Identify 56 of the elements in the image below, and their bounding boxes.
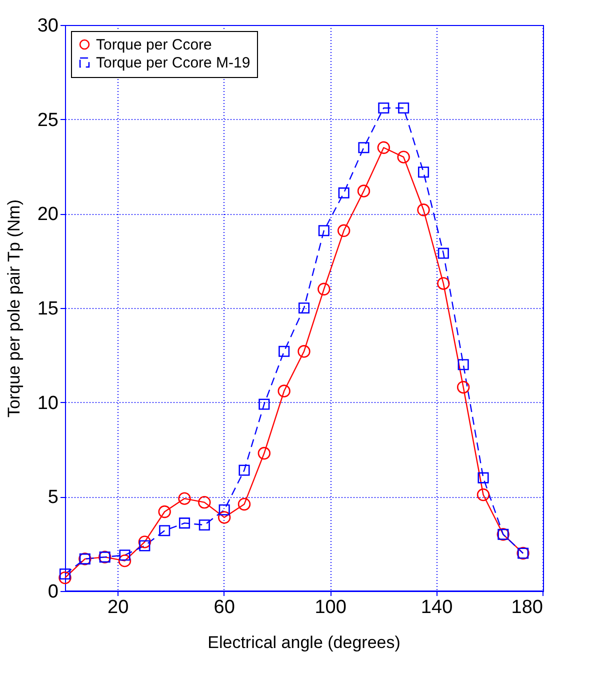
x-tick-label: 180 bbox=[511, 597, 543, 618]
point bbox=[278, 346, 290, 357]
y-tick-label: 20 bbox=[37, 204, 58, 226]
point bbox=[218, 504, 230, 516]
point bbox=[417, 204, 430, 216]
point bbox=[258, 446, 271, 460]
point bbox=[298, 302, 310, 314]
point bbox=[318, 225, 330, 236]
point bbox=[456, 380, 470, 394]
point bbox=[438, 248, 449, 259]
point bbox=[178, 492, 191, 505]
point bbox=[119, 550, 130, 561]
y-tick-label: 25 bbox=[37, 110, 58, 131]
legend-label: Torque per Ccore bbox=[96, 36, 212, 54]
point bbox=[159, 525, 170, 536]
y-axis-title: Torque per pole pair Tp (Nm) bbox=[4, 200, 24, 418]
legend-label: Torque per Ccore M-19 bbox=[96, 54, 250, 72]
point bbox=[138, 536, 152, 548]
y-tick-label: 30 bbox=[37, 16, 58, 36]
point bbox=[158, 505, 171, 518]
point bbox=[418, 166, 430, 178]
point bbox=[298, 345, 310, 358]
point bbox=[198, 519, 210, 530]
y-tick-label: 15 bbox=[37, 298, 58, 320]
point bbox=[118, 554, 132, 568]
point bbox=[377, 141, 390, 154]
point bbox=[478, 472, 489, 484]
point bbox=[318, 282, 330, 296]
x-tick-label: 100 bbox=[314, 597, 346, 618]
point bbox=[397, 150, 410, 164]
point bbox=[458, 359, 469, 370]
x-tick-label: 140 bbox=[420, 597, 453, 618]
point bbox=[238, 498, 251, 511]
x-tick-label: 60 bbox=[214, 597, 235, 618]
y-tick-label: 0 bbox=[48, 582, 58, 602]
point bbox=[476, 488, 490, 502]
y-tick-label: 10 bbox=[37, 392, 58, 414]
point bbox=[437, 277, 450, 290]
point bbox=[58, 571, 72, 584]
y-tick-label: 5 bbox=[48, 487, 58, 508]
point bbox=[358, 142, 370, 154]
point bbox=[178, 518, 190, 529]
point bbox=[338, 187, 350, 198]
point bbox=[357, 184, 370, 198]
point bbox=[398, 102, 410, 114]
point bbox=[238, 464, 250, 476]
x-axis-title: Electrical angle (degrees) bbox=[208, 633, 400, 652]
point bbox=[218, 511, 231, 524]
point bbox=[198, 496, 211, 509]
point bbox=[337, 224, 350, 237]
x-tick-label: 20 bbox=[108, 597, 129, 618]
point bbox=[139, 540, 150, 552]
point bbox=[258, 398, 270, 410]
point bbox=[59, 568, 71, 580]
point bbox=[378, 102, 390, 114]
point bbox=[278, 384, 290, 398]
